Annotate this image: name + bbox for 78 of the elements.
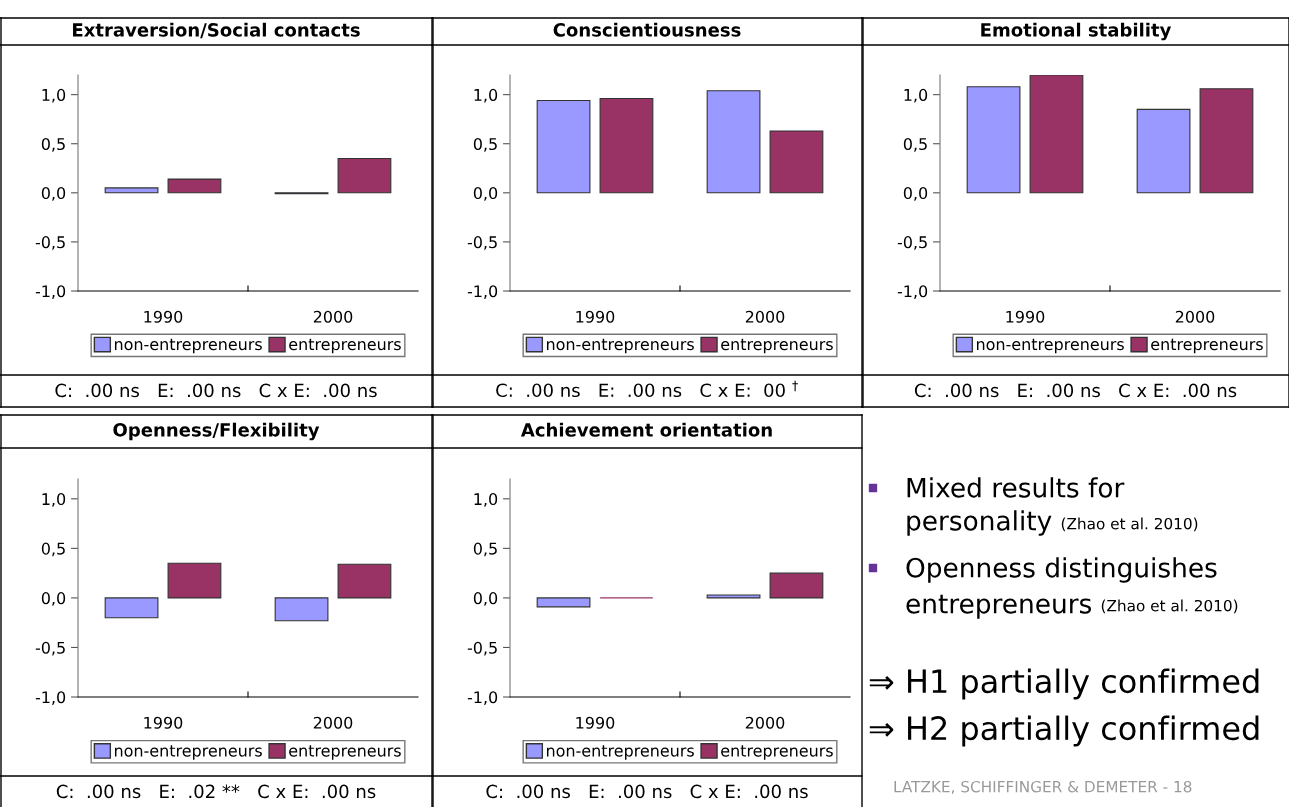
legend-label: entrepreneurs — [721, 745, 833, 760]
text: C: .00 ns E: .00 ns C x E: .00 ns — [486, 784, 808, 799]
chart-title: Achievement orientation — [520, 422, 772, 437]
text: (Zhao et al. 2010) — [1061, 517, 1198, 532]
x-tick-label: 2000 — [1175, 310, 1215, 323]
y-tick-label: -0,5 — [35, 236, 65, 250]
y-tick-label: 1,0 — [42, 88, 66, 103]
x-tick-label: 2000 — [745, 716, 785, 729]
legend-label: non-entrepreneurs — [976, 338, 1124, 354]
y-tick-label: 0,5 — [41, 137, 65, 152]
legend-label: non-entrepreneurs — [114, 745, 262, 760]
y-tick-label: -1,0 — [467, 691, 498, 705]
y-tick-label: 0,5 — [903, 137, 927, 152]
y-tick-label: -1,0 — [35, 285, 66, 299]
bar — [337, 157, 392, 194]
y-tick-label: 0,0 — [903, 187, 928, 201]
x-tick-label: 1990 — [144, 716, 183, 729]
text: C: .00 ns E: .00 ns C x E: .00 ns — [55, 383, 377, 398]
y-tick-label: 1,0 — [474, 493, 498, 507]
y-tick-label: 0,5 — [473, 137, 497, 152]
y-tick-label: 0,5 — [41, 542, 65, 557]
x-tick-label: 2000 — [313, 310, 353, 323]
chart-title: Conscientiousness — [553, 22, 741, 37]
text: LATZKE, SCHIFFINGER & DEMETER - 18 — [894, 780, 1192, 794]
y-tick-label: 0,0 — [41, 187, 66, 201]
x-tick-label: 1990 — [1006, 310, 1045, 323]
text: personality — [907, 510, 1052, 536]
chart-title: Emotional stability — [981, 22, 1172, 41]
legend-label: entrepreneurs — [289, 745, 401, 760]
y-tick-label: 0,5 — [473, 542, 497, 557]
text: C: .00 ns E: .02 ** C x E: .00 ns — [56, 784, 376, 799]
x-tick-label: 2000 — [745, 310, 785, 323]
y-tick-label: -1,0 — [35, 691, 66, 705]
y-tick-label: -1,0 — [467, 285, 498, 299]
bar — [337, 563, 392, 599]
legend-label: non-entrepreneurs — [546, 745, 694, 760]
text: Mixed results for — [907, 477, 1125, 498]
bar — [167, 562, 222, 599]
y-tick-label: 1,0 — [42, 493, 66, 507]
text: C: .00 ns E: .00 ns C x E: .00 ns — [914, 383, 1237, 398]
x-tick-label: 1990 — [576, 310, 615, 323]
y-tick-label: -0,5 — [897, 236, 927, 250]
chart-title: Extraversion/Social contacts — [73, 22, 360, 39]
legend-label: entrepreneurs — [289, 338, 401, 354]
bar — [274, 597, 329, 622]
y-tick-label: -1,0 — [897, 285, 928, 299]
y-tick-label: -0,5 — [467, 236, 497, 250]
legend-label: entrepreneurs — [1151, 338, 1263, 354]
x-tick-label: 1990 — [144, 310, 183, 323]
text: entrepreneurs — [906, 594, 1092, 619]
bar — [769, 572, 824, 599]
bar — [599, 98, 654, 194]
bar — [104, 597, 159, 619]
text: ⇒ H2 partially confirmed — [869, 715, 1259, 747]
x-tick-label: 2000 — [313, 716, 353, 729]
legend-label: entrepreneurs — [721, 338, 833, 354]
legend-label: non-entrepreneurs — [546, 338, 694, 354]
text: C: .00 ns E: .00 ns C x E: 00 $^{†}$ — [496, 380, 798, 398]
text: ⇒ H1 partially confirmed — [869, 668, 1259, 700]
text: Openness distinguishes — [906, 557, 1217, 583]
y-tick-label: -0,5 — [35, 641, 65, 656]
y-tick-label: -0,5 — [467, 641, 497, 656]
bar — [769, 130, 824, 194]
text: (Zhao et al. 2010) — [1101, 599, 1238, 614]
chart-title: Openness/Flexibility — [113, 422, 320, 441]
bar — [167, 178, 222, 194]
y-tick-label: 0,0 — [473, 592, 498, 606]
y-tick-label: 1,0 — [474, 88, 498, 103]
x-tick-label: 1990 — [576, 716, 615, 729]
bar — [706, 594, 761, 599]
bar — [536, 99, 591, 194]
y-tick-label: 0,0 — [473, 187, 498, 201]
legend-label: non-entrepreneurs — [114, 338, 262, 354]
y-tick-label: 0,0 — [41, 592, 66, 606]
y-tick-label: 1,0 — [904, 88, 928, 103]
bar — [104, 187, 159, 194]
bar — [536, 597, 591, 608]
bar — [706, 90, 761, 194]
